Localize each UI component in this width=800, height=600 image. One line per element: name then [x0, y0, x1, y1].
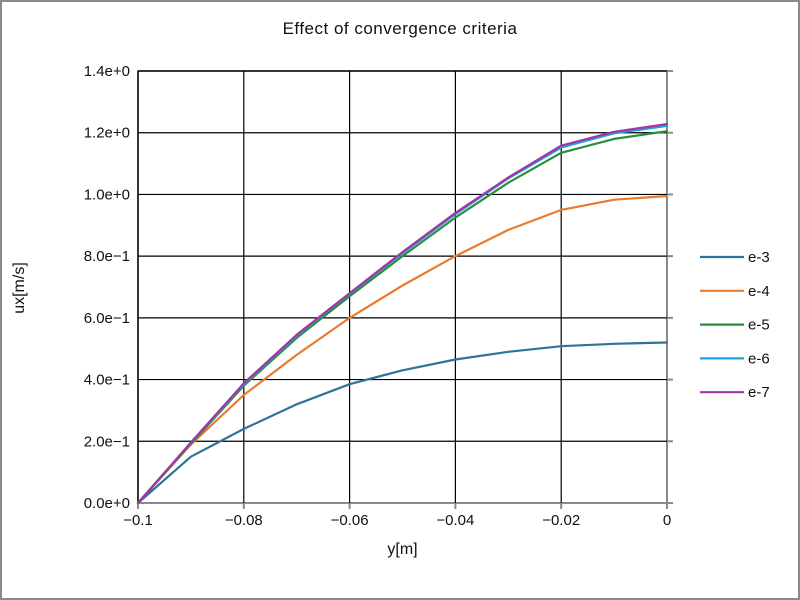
x-tick-label: 0 — [663, 512, 671, 529]
y-tick-label: 1.4e+0 — [84, 63, 130, 80]
x-tick-label: −0.06 — [331, 512, 369, 529]
legend-label-e-4: e-4 — [748, 283, 770, 300]
plot-border — [137, 70, 668, 504]
y-tick-label: 1.0e+0 — [84, 186, 130, 203]
y-tick-label: 1.2e+0 — [84, 125, 130, 142]
y-tick-label: 6.0e−1 — [84, 310, 130, 327]
x-tick-label: −0.02 — [542, 512, 580, 529]
y-tick-label: 0.0e+0 — [84, 495, 130, 512]
legend-label-e-5: e-5 — [748, 317, 770, 334]
series-line-e-6 — [136, 124, 669, 505]
legend-label-e-6: e-6 — [748, 350, 770, 367]
x-tick-label: −0.04 — [436, 512, 474, 529]
y-tick-label: 2.0e−1 — [84, 433, 130, 450]
x-tick-label: −0.08 — [225, 512, 263, 529]
series-line-e-5 — [136, 130, 669, 505]
series-line-e-7 — [136, 122, 669, 505]
series-line-e-3 — [136, 341, 669, 505]
legend-label-e-3: e-3 — [748, 249, 770, 266]
legend-label-e-7: e-7 — [748, 384, 770, 401]
y-axis-label: ux[m/s] — [11, 262, 28, 314]
y-tick-label: 4.0e−1 — [84, 372, 130, 389]
x-axis-label: y[m] — [387, 541, 418, 558]
series-line-e-4 — [136, 194, 669, 505]
y-tick-label: 8.0e−1 — [84, 248, 130, 265]
x-tick-label: −0.1 — [123, 512, 153, 529]
chart-title: Effect of convergence criteria — [282, 19, 518, 38]
